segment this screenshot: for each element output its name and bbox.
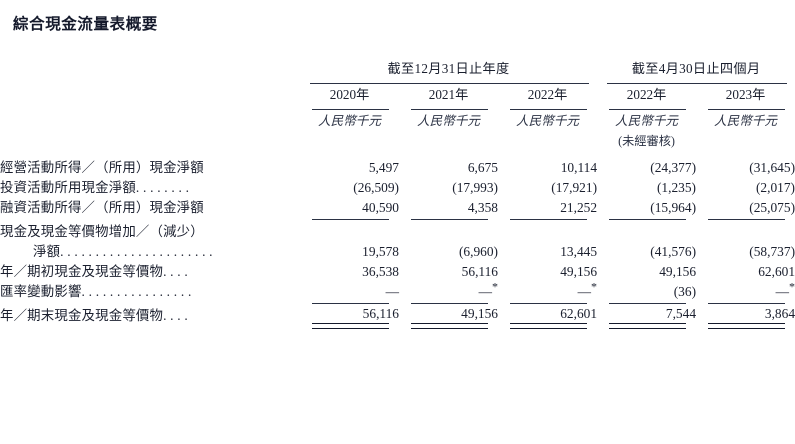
cell-r3c5: (25,075) [696,196,795,220]
audit-note: (未經審核) [618,134,675,148]
cell-r4c3 [498,220,597,240]
year-rule-3 [498,103,597,110]
cell-r1c1: 5,497 [368,160,399,175]
cell-r1c5: (31,645) [749,160,795,175]
cell-r8c3: 62,601 [498,304,597,329]
year-rule-4 [597,103,696,110]
row-label-2: 投資活動所用現金淨額. . . . . . . . [0,180,190,195]
row-label-3: 融資活動所得／（所用）現金淨額 [0,200,204,215]
row-label-5: 淨額. . . . . . . . . . . . . . . . . . . … [33,244,213,259]
cell-r8c1: 56,116 [300,304,399,329]
group-header-spacer [0,58,300,77]
audit-note-spacer-5 [696,129,795,149]
currency-header-1: 人民幣千元 [318,114,381,128]
cell-r6c2: 56,116 [461,264,498,279]
currency-header-2: 人民幣千元 [417,114,480,128]
cell-r6c5: 62,601 [758,264,795,279]
audit-note-spacer-2 [399,129,498,149]
cell-r3c4: (15,964) [597,196,696,220]
cell-r5c4: (41,576) [650,244,697,259]
row-label-7: 匯率變動影響. . . . . . . . . . . . . . . . [0,284,192,299]
cash-flow-summary-table: 截至12月31日止年度 截至4月30日止四個月 2020年 2021年 2022年 202… [0,58,795,329]
cell-r5c3: 13,445 [560,244,598,259]
year-header-1: 2020年 [329,87,370,102]
year-rule-5 [696,103,795,110]
cell-r7c1: — [300,280,399,304]
table-row: 淨額. . . . . . . . . . . . . . . . . . . … [0,240,795,260]
header-body-spacer [0,149,795,156]
table-row: 現金及現金等價物增加／（減少） [0,220,795,240]
column-group-header-row: 截至12月31日止年度 截至4月30日止四個月 [0,58,795,77]
audit-note-row: (未經審核) [0,129,795,149]
column-group-rule-1 [300,77,597,84]
cell-r5c5: (58,737) [749,244,795,259]
cell-r4c5 [696,220,795,240]
year-header-2: 2021年 [428,87,469,102]
cell-r2c5: (2,017) [755,180,795,195]
table-row: 經營活動所得／（所用）現金淨額 5,497 6,675 10,114 (24,377) (… [0,156,795,176]
table-row: 投資活動所用現金淨額. . . . . . . . (26,509) (17,993… [0,176,795,196]
cell-r7c5: —* [696,280,795,304]
row-label-8: 年／期末現金及現金等價物. . . . [0,308,188,323]
audit-note-spacer-1 [300,129,399,149]
row-label-4: 現金及現金等價物增加／（減少） [0,224,204,239]
cell-r4c1 [300,220,399,240]
column-group-rule-2 [597,77,795,84]
cell-r2c4: (1,235) [656,180,697,195]
cell-r7c4: (36) [597,280,696,304]
year-header-5: 2023年 [725,87,766,102]
cell-r6c3: 49,156 [560,264,598,279]
currency-header-row: 人民幣千元 人民幣千元 人民幣千元 人民幣千元 人民幣千元 [0,110,795,129]
column-group-rule-row [0,77,795,84]
cell-r2c1: (26,509) [353,180,399,195]
cell-r2c2: (17,993) [452,180,498,195]
page-title: 綜合現金流量表概要 [13,16,158,33]
cell-r6c1: 36,538 [362,264,399,279]
year-rule-row [0,103,795,110]
table-row: 年／期末現金及現金等價物. . . . 56,116 49,156 62,601 7,5… [0,304,795,329]
cell-r3c2: 4,358 [399,196,498,220]
year-rule-1 [300,103,399,110]
currency-header-4: 人民幣千元 [615,114,679,128]
cell-r1c2: 6,675 [467,160,498,175]
cell-r1c4: (24,377) [650,160,697,175]
cell-r7c3: —* [498,280,597,304]
cell-r4c4 [597,220,696,240]
cell-r6c4: 49,156 [659,264,697,279]
cell-r1c3: 10,114 [560,160,598,175]
audit-note-spacer-3 [498,129,597,149]
row-label-6: 年／期初現金及現金等價物. . . . [0,264,188,279]
cell-r2c3: (17,921) [551,180,598,195]
cell-r3c1: 40,590 [300,196,399,220]
column-group-label-1: 截至12月31日止年度 [387,61,510,76]
row-label-1: 經營活動所得／（所用）現金淨額 [0,160,204,175]
table-row: 年／期初現金及現金等價物. . . . 36,538 56,116 49,156 49,… [0,260,795,280]
cell-r8c5: 3,864 [696,304,795,329]
column-group-label-2: 截至4月30日止四個月 [631,61,761,76]
cell-r7c2: —* [399,280,498,304]
cell-r5c2: (6,960) [458,244,498,259]
table-row: 融資活動所得／（所用）現金淨額 40,590 4,358 21,252 (15,964)… [0,196,795,220]
cell-r5c1: 19,578 [362,244,399,259]
cell-r4c2 [399,220,498,240]
cell-r3c3: 21,252 [498,196,597,220]
year-header-4: 2022年 [626,87,667,102]
cell-r8c2: 49,156 [399,304,498,329]
year-header-row: 2020年 2021年 2022年 2022年 2023年 [0,84,795,103]
year-header-3: 2022年 [527,87,568,102]
year-rule-2 [399,103,498,110]
cell-r8c4: 7,544 [597,304,696,329]
currency-header-5: 人民幣千元 [714,114,778,128]
table-row: 匯率變動影響. . . . . . . . . . . . . . . . — —*… [0,280,795,304]
currency-header-3: 人民幣千元 [516,114,579,128]
